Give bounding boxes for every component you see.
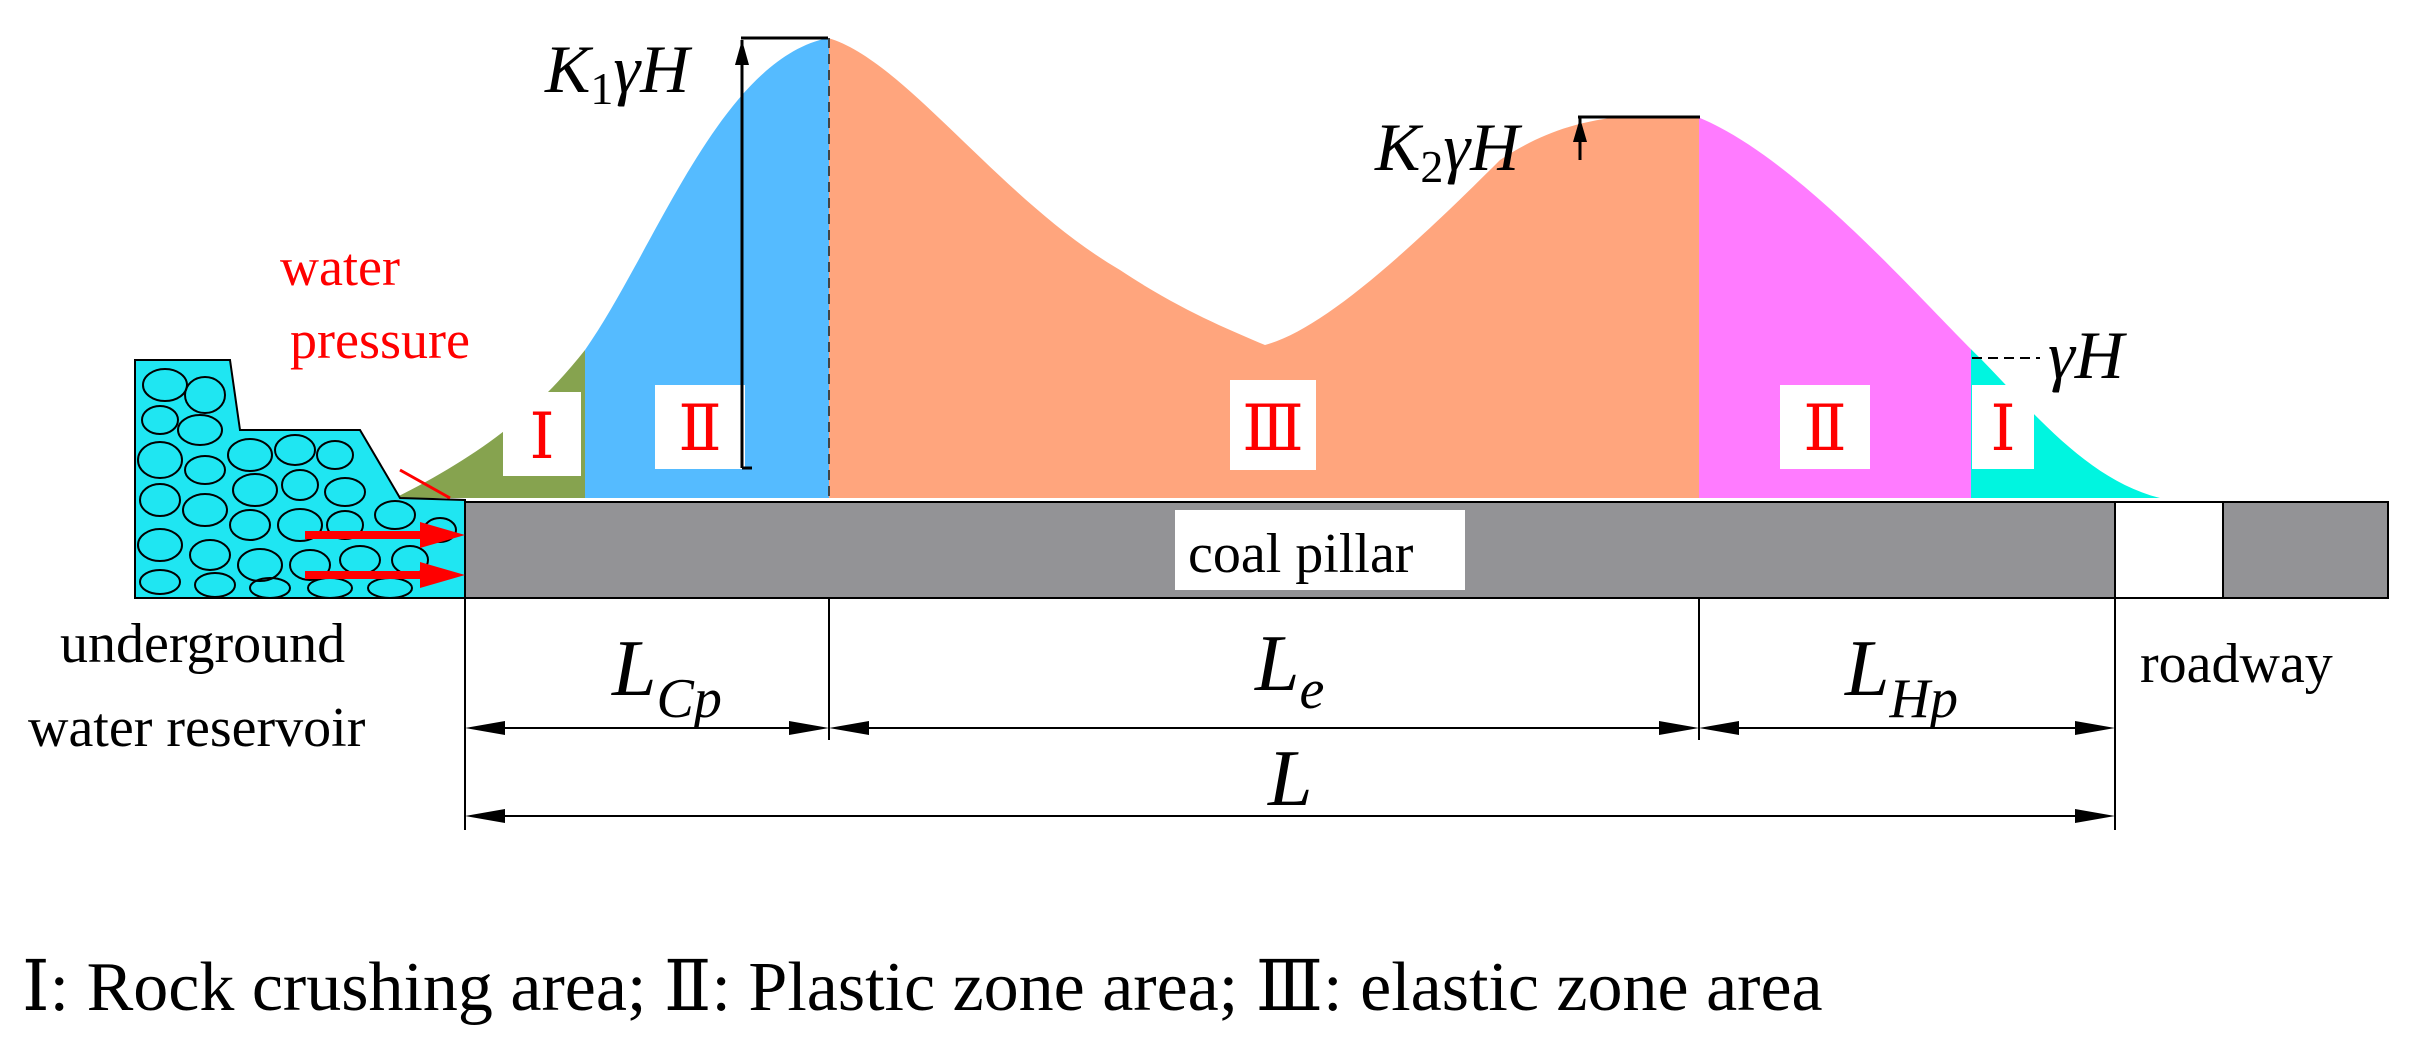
k1-symbol: K [544,31,594,107]
water-pressure-line1: water [280,237,400,297]
le-label: Le [1254,620,1324,721]
double-arrow-icon [465,721,2115,823]
svg-text:Ⅰ: Ⅰ [529,401,554,472]
gamma-h-label: γH [2048,317,2128,393]
k1-annotation: K1γH [544,31,828,470]
k2-symbol: K [1374,109,1424,185]
k2-rest: γH [1443,109,1523,185]
svg-text:K2γH: K2γH [1374,109,1523,192]
svg-text:Ⅱ: Ⅱ [678,393,722,464]
lcp-label: LCp [611,625,722,730]
right-arrow-icon [305,468,465,588]
gamma-h-annotation: γH [1972,317,2128,393]
zone-label-crushing-left: Ⅰ [503,392,581,476]
k2-subscript: 2 [1420,141,1443,192]
k1-subscript: 1 [590,63,613,114]
coal-pillar-label: coal pillar [1188,523,1414,585]
svg-text:Ⅰ: Ⅰ [1990,393,2015,464]
reservoir-label-line1: underground [60,613,345,675]
reservoir-label-line2: water reservoir [28,697,366,759]
zone-label-crushing-right: Ⅰ [1972,385,2034,469]
svg-text:K1γH: K1γH [544,31,693,114]
zone-label-plastic-right: Ⅱ [1780,385,1870,469]
zone-label-plastic-left: Ⅱ [655,385,745,469]
svg-text:Ⅱ: Ⅱ [1803,393,1847,464]
roadway-gap [2114,501,2224,599]
coal-pillar-label-box [1175,510,1465,590]
water-pressure-line2: pressure [290,310,470,370]
roadway-label: roadway [2140,633,2333,695]
k1-rest: γH [613,31,693,107]
rock-beyond-roadway [2222,501,2389,599]
zone-label-elastic: Ⅲ [1230,380,1316,470]
legend-text: Ⅰ: Rock crushing area; Ⅱ: Plastic zone a… [22,949,1823,1026]
l-total-label: L [1267,735,1313,823]
svg-text:Ⅲ: Ⅲ [1242,393,1304,464]
k2-annotation: K2γH [1374,109,1700,192]
lhp-label: LHp [1844,625,1958,730]
dimension-lines [464,598,2116,830]
